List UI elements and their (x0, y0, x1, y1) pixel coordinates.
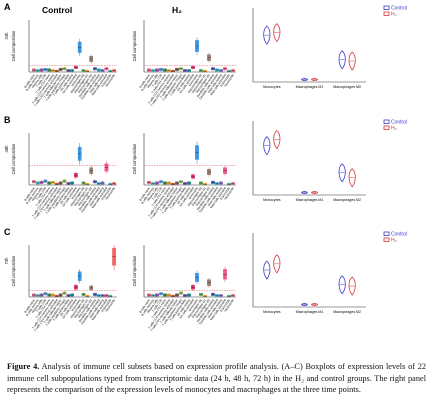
tick-label: Monocytes (70, 186, 82, 200)
legend-swatch-control (383, 231, 390, 236)
violin-control (338, 275, 346, 295)
violin-control (263, 25, 271, 45)
tick-label: Neutrophils (104, 186, 116, 201)
category-label: Macrophages M1 (296, 85, 324, 89)
tick-label: Neutrophils (104, 73, 116, 88)
category-label: Macrophages M0 (333, 85, 361, 89)
category-label: Macrophages M1 (296, 310, 324, 314)
violin-h2 (348, 276, 356, 296)
tick-label: Monocytes (188, 73, 200, 87)
tick-label: Monocytes (70, 298, 82, 312)
violin-h2 (348, 168, 356, 188)
figure-caption: Figure 4. Analysis of immune cell subset… (7, 361, 426, 396)
violin-h2 (311, 78, 318, 81)
legend-label-control: Control (391, 120, 407, 126)
panel-letter-C: C (4, 227, 11, 237)
tick-label: Monocytes (188, 186, 200, 200)
legend-swatch-control (383, 119, 390, 124)
tick-label: Neutrophils (223, 73, 235, 88)
category-label: Macrophages M2 (333, 198, 361, 202)
caption-label: Figure 4. (7, 362, 40, 371)
category-label: Monocytes (263, 310, 281, 314)
category-label: Macrophages M1 (296, 198, 324, 202)
caption-text: Analysis of immune cell subsets based on… (7, 362, 427, 395)
violin-control (338, 163, 346, 183)
legend-label-h2: H₂ (391, 238, 397, 244)
tick-label: Monocytes (188, 298, 200, 312)
panel-letter-A: A (4, 2, 11, 12)
y-axis-label: Cell composition (132, 30, 137, 61)
legend-label-h2: H₂ (391, 126, 397, 132)
y-axis-label: Cell composition (11, 30, 16, 61)
violin-h2 (273, 23, 281, 43)
legend-label-control: Control (391, 232, 407, 238)
legend-label-control: Control (391, 6, 407, 12)
category-label: Macrophages M2 (333, 310, 361, 314)
violin-h2 (273, 254, 281, 274)
violin-control (301, 78, 308, 81)
tick-label: Neutrophils (104, 298, 116, 313)
violin-h2 (311, 303, 318, 306)
violin-h2 (348, 51, 356, 71)
legend-swatch-control (383, 5, 390, 10)
category-label: Monocytes (263, 85, 281, 89)
violin-h2 (311, 191, 318, 194)
y-axis-label: Cell composition (132, 255, 137, 286)
time-label: 24h (4, 32, 9, 40)
time-label: 72h (4, 257, 9, 265)
y-axis-label: Cell composition (132, 143, 137, 174)
panel-letter-B: B (4, 115, 11, 125)
violin-control (263, 260, 271, 280)
time-label: 48h (4, 145, 9, 153)
column-title-control: Control (42, 5, 72, 15)
legend-label-h2: H₂ (391, 12, 397, 18)
category-label: Monocytes (263, 198, 281, 202)
tick-label: Neutrophils (223, 186, 235, 201)
legend-swatch-h2 (383, 237, 390, 242)
tick-label: Monocytes (70, 73, 82, 87)
violin-control (301, 191, 308, 194)
y-axis-label: Cell composition (11, 255, 16, 286)
legend-swatch-h2 (383, 11, 390, 16)
violin-control (263, 136, 271, 156)
tick-label: Neutrophils (223, 298, 235, 313)
column-title-h2: H₂ (172, 5, 182, 15)
y-axis-label: Cell composition (11, 143, 16, 174)
violin-control (338, 50, 346, 70)
violin-control (301, 303, 308, 306)
violin-h2 (273, 129, 281, 150)
legend-swatch-h2 (383, 125, 390, 130)
